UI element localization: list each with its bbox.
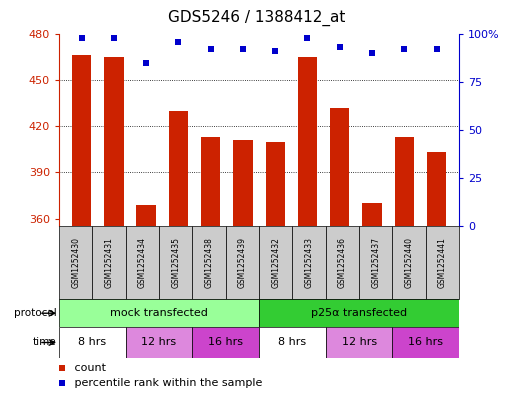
Text: 8 hrs: 8 hrs [78,338,106,347]
Text: GSM1252439: GSM1252439 [238,237,247,288]
Point [77,35,86,41]
Point [303,35,311,41]
Text: GSM1252436: GSM1252436 [338,237,347,288]
Text: 16 hrs: 16 hrs [408,338,443,347]
Bar [92,226,126,299]
Bar [359,226,392,299]
Text: GSM1252434: GSM1252434 [138,237,147,288]
Text: GSM1252433: GSM1252433 [305,237,313,288]
Text: GSM1252432: GSM1252432 [271,237,280,288]
Bar [292,226,326,299]
Text: mock transfected: mock transfected [110,308,208,318]
Bar [259,327,326,358]
Point [368,50,376,56]
Bar [326,327,392,358]
Bar [259,299,459,327]
Point [432,46,441,52]
Bar [426,226,459,299]
Point [239,46,247,52]
Bar [394,137,414,226]
Bar [259,226,292,299]
Bar [362,203,382,226]
Bar [59,327,126,358]
Bar [392,327,459,358]
Point [110,35,118,41]
Bar [192,327,259,358]
Bar [201,137,221,226]
Point [207,46,215,52]
Text: 16 hrs: 16 hrs [208,338,243,347]
Bar [159,226,192,299]
Bar [326,226,359,299]
Text: p25α transfected: p25α transfected [311,308,407,318]
Bar [266,141,285,226]
Bar [233,140,252,226]
Text: 12 hrs: 12 hrs [342,338,377,347]
Bar [126,226,159,299]
Text: GSM1252438: GSM1252438 [205,237,213,288]
Text: count: count [64,362,106,373]
Bar [392,226,426,299]
Text: GSM1252435: GSM1252435 [171,237,180,288]
Text: 12 hrs: 12 hrs [142,338,176,347]
Bar [136,205,156,226]
Bar [169,111,188,226]
Bar [298,57,317,226]
Text: GDS5246 / 1388412_at: GDS5246 / 1388412_at [168,10,345,26]
Text: percentile rank within the sample: percentile rank within the sample [64,378,263,388]
Bar [226,226,259,299]
Text: GSM1252437: GSM1252437 [371,237,380,288]
Text: GSM1252441: GSM1252441 [438,237,447,288]
Bar [59,299,259,327]
Point [400,46,408,52]
Point [336,44,344,50]
Text: protocol: protocol [14,308,56,318]
Bar [427,152,446,226]
Point [174,39,183,45]
Point [142,59,150,66]
Text: GSM1252440: GSM1252440 [405,237,413,288]
Bar [330,108,349,226]
Text: time: time [33,338,56,347]
Text: 8 hrs: 8 hrs [279,338,306,347]
Bar [59,226,92,299]
Bar [72,55,91,226]
Point [271,48,279,54]
Text: GSM1252430: GSM1252430 [71,237,80,288]
Bar [126,327,192,358]
Bar [104,57,124,226]
Bar [192,226,226,299]
Text: GSM1252431: GSM1252431 [105,237,113,288]
